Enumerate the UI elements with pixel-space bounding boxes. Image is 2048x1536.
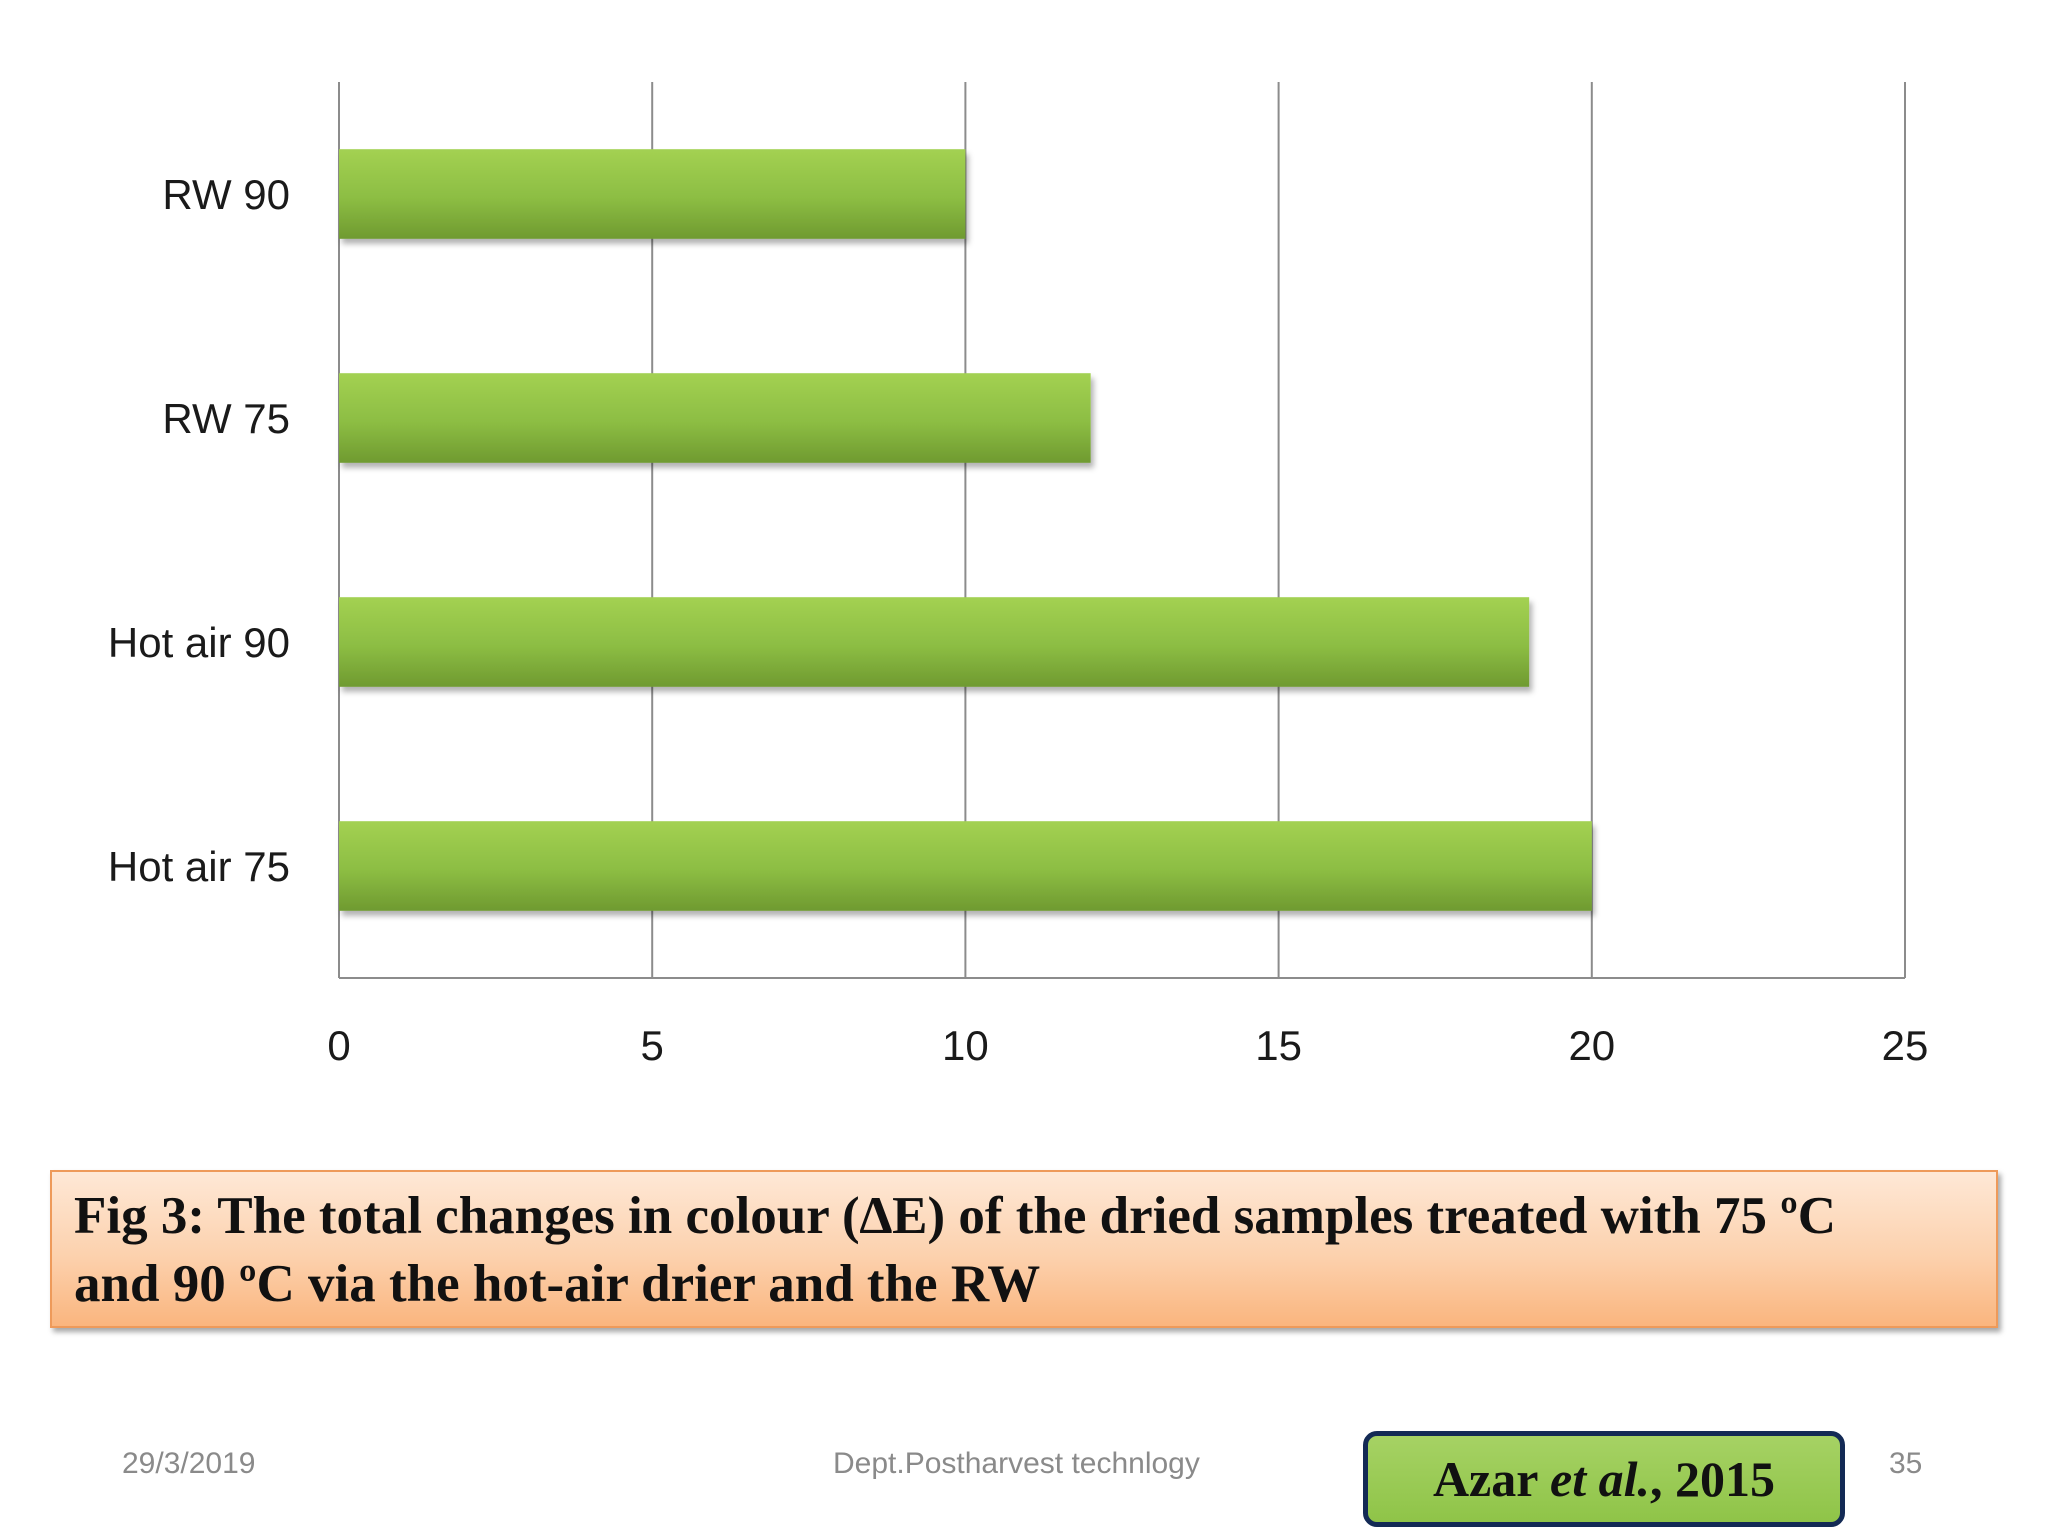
caption-line-2: and 90 ºC via the hot-air drier and the … (74, 1255, 1041, 1313)
footer-date: 29/3/2019 (122, 1447, 256, 1480)
figure-caption: Fig 3: The total changes in colour (∆E) … (50, 1170, 1998, 1328)
bar (339, 597, 1530, 687)
category-label: Hot air 75 (108, 843, 290, 890)
footer-department: Dept.Postharvest technlogy (833, 1447, 1200, 1480)
bar-chart: RW 90 RW 75 Hot air 90 Hot air 75 0 5 10 15 20 2… (108, 82, 1928, 1069)
caption-line-1: Fig 3: The total changes in colour (∆E) … (74, 1187, 1837, 1245)
category-labels: RW 90 RW 75 Hot air 90 Hot air 75 (108, 171, 290, 890)
bars (339, 149, 1592, 911)
bar (339, 149, 966, 239)
x-tick-label: 10 (942, 1022, 989, 1069)
citation-authors: Azar (1432, 1451, 1551, 1507)
citation-year: , 2015 (1650, 1451, 1776, 1507)
category-label: RW 75 (162, 395, 290, 442)
x-tick-label: 25 (1882, 1022, 1929, 1069)
x-tick-label: 15 (1255, 1022, 1302, 1069)
bar (339, 373, 1091, 463)
bar (339, 821, 1592, 911)
x-tick-label: 20 (1568, 1022, 1615, 1069)
footer-page-number: 35 (1889, 1447, 1923, 1480)
citation-box: Azar et al., 2015 (1363, 1431, 1845, 1527)
category-label: Hot air 90 (108, 619, 290, 666)
category-label: RW 90 (162, 171, 290, 218)
x-axis-ticks: 0 5 10 15 20 25 (327, 1022, 1928, 1069)
citation-etal: et al. (1550, 1451, 1651, 1507)
x-tick-label: 5 (641, 1022, 664, 1069)
x-tick-label: 0 (327, 1022, 350, 1069)
